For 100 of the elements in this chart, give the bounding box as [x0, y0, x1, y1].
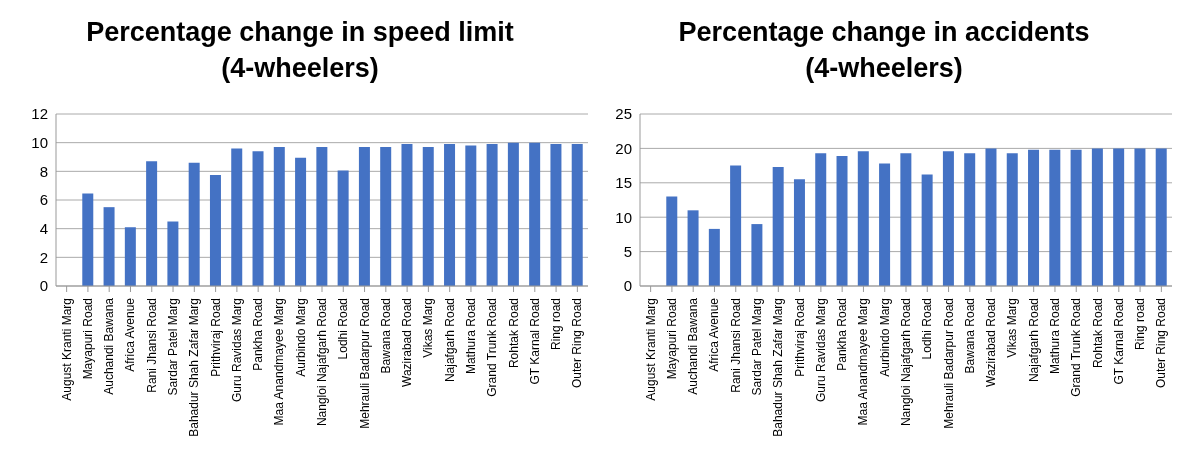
bar	[900, 153, 912, 286]
x-tick-label: Rani Jhansi Road	[728, 298, 743, 393]
x-tick-label: Bawana Road	[962, 298, 977, 374]
chart-title: Percentage change in accidents (4-wheelers)	[677, 16, 1091, 85]
x-tick-label: Maa Anandmayee Marg	[272, 298, 287, 426]
x-tick-label: Outer Ring Road	[1154, 298, 1169, 389]
bar	[1134, 148, 1146, 286]
y-tick-label: 15	[615, 174, 632, 192]
bar	[1049, 149, 1061, 286]
y-tick-label: 10	[31, 133, 48, 151]
x-tick-label: Rohtak Road	[506, 298, 521, 369]
x-tick-label: Sardar Patel Marg	[750, 298, 765, 396]
x-tick-label: Lodhi Road	[336, 298, 351, 360]
x-tick-label: Vikas Marg	[421, 298, 436, 358]
bar	[209, 174, 221, 286]
bar	[687, 210, 699, 286]
bar	[1091, 148, 1103, 286]
y-tick-label: 12	[31, 105, 48, 123]
x-tick-label: Rani Jhansi Road	[144, 298, 159, 393]
bar	[124, 227, 136, 286]
bar	[1155, 148, 1167, 286]
x-tick-label: Wazirabad Road	[400, 298, 415, 387]
x-tick-label: Nangloi Najafgarh Road	[315, 298, 329, 427]
x-tick-label: Pankha Road	[251, 298, 266, 371]
bar	[942, 151, 954, 286]
x-tick-label: August Kranti Marg	[643, 298, 658, 401]
bar	[666, 196, 678, 286]
bar	[1028, 149, 1040, 286]
x-tick-label: Grand Trunk Road	[485, 298, 500, 397]
y-tick-label: 5	[623, 242, 632, 260]
bar	[465, 145, 477, 286]
bar	[550, 144, 562, 286]
bar	[772, 166, 784, 286]
bar	[1070, 149, 1082, 286]
bar	[401, 144, 413, 286]
x-tick-label: Najafgarh Road	[1026, 298, 1041, 383]
x-tick-label: Maa Anandmayee Marg	[856, 298, 871, 426]
bar	[507, 142, 519, 286]
x-tick-label: Guru Ravidas Marg	[813, 298, 828, 403]
y-tick-label: 8	[39, 162, 48, 180]
bar	[751, 224, 763, 286]
x-tick-label: Najafgarh Road	[442, 298, 457, 383]
x-tick-label: GT Karnal Road	[1111, 298, 1126, 385]
bar	[571, 144, 583, 286]
y-tick-label: 0	[39, 277, 48, 295]
bar	[444, 144, 456, 286]
x-tick-label: Rohtak Road	[1090, 298, 1105, 369]
bar	[103, 207, 115, 286]
y-tick-label: 6	[39, 191, 48, 209]
x-tick-label: Mehrauli Badarpur Road	[941, 298, 956, 429]
bar	[252, 151, 264, 286]
bar	[486, 144, 498, 286]
y-tick-label: 0	[623, 277, 632, 295]
bar	[529, 142, 541, 286]
x-tick-label: Africa Avenue	[707, 297, 722, 372]
bar	[295, 157, 307, 286]
x-tick-label: Prithviraj Road	[792, 298, 807, 377]
bar	[167, 221, 179, 286]
y-tick-label: 25	[615, 105, 632, 123]
bar	[793, 179, 805, 286]
bar	[337, 170, 349, 286]
y-tick-label: 4	[39, 219, 48, 237]
bar	[964, 153, 976, 286]
x-tick-label: Sardar Patel Marg	[166, 298, 181, 396]
x-tick-label: Outer Ring Road	[570, 298, 585, 389]
y-tick-label: 2	[39, 248, 48, 266]
x-tick-label: Auchandi Bawana	[686, 297, 701, 395]
bar	[985, 148, 997, 286]
x-tick-label: Guru Ravidas Marg	[229, 298, 244, 403]
x-tick-label: Aurbindo Marg	[877, 298, 892, 377]
bar	[921, 174, 933, 286]
bar	[422, 146, 434, 286]
bar	[358, 146, 370, 286]
x-tick-label: Bahadur Shah Zafar Marg	[187, 298, 202, 437]
x-tick-label: Pankha Road	[835, 298, 850, 371]
x-tick-label: Mayapuri Road	[80, 298, 95, 380]
bar	[1113, 148, 1125, 286]
x-tick-label: Wazirabad Road	[984, 298, 999, 387]
x-tick-label: Vikas Marg	[1005, 298, 1020, 358]
x-tick-label: Mehrauli Badarpur Road	[357, 298, 372, 429]
bar	[815, 153, 827, 286]
bar	[188, 162, 200, 286]
y-tick-label: 10	[615, 208, 632, 226]
bar	[1006, 153, 1018, 286]
x-tick-label: Lodhi Road	[920, 298, 935, 360]
x-tick-label: Mathura Road	[463, 298, 478, 375]
x-tick-label: Bahadur Shah Zafar Marg	[771, 298, 786, 437]
y-tick-label: 20	[615, 139, 632, 157]
bar	[380, 146, 392, 286]
x-tick-label: Ring road	[549, 298, 564, 351]
x-tick-label: Aurbindo Marg	[293, 298, 308, 377]
x-tick-label: Mayapuri Road	[664, 298, 679, 380]
bar	[879, 163, 891, 286]
bar	[730, 165, 742, 286]
bar	[836, 155, 848, 286]
bar	[857, 151, 869, 286]
bar	[146, 161, 158, 286]
x-tick-label: Auchandi Bawana	[102, 297, 117, 395]
x-tick-label: Mathura Road	[1047, 298, 1062, 375]
x-tick-label: Africa Avenue	[123, 297, 138, 372]
